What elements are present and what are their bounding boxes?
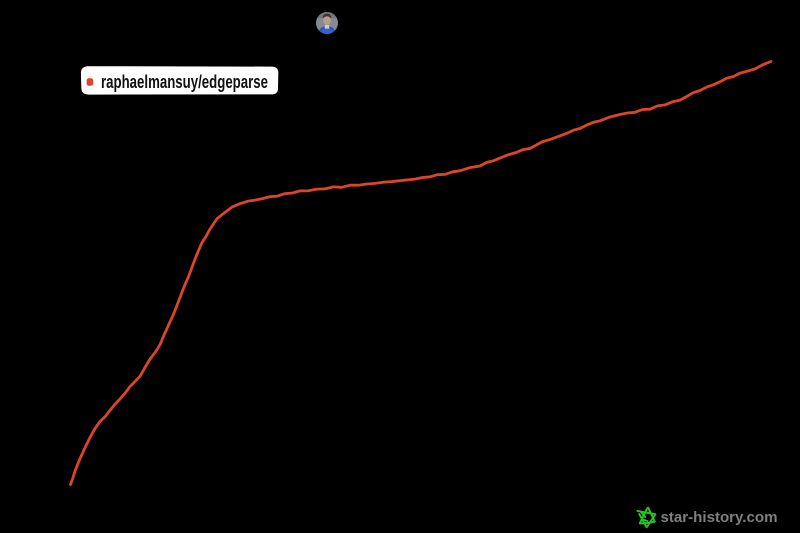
svg-text:raphaelmansuy/edgeparse: raphaelmansuy/edgeparse	[101, 72, 268, 92]
svg-text:star-history.com: star-history.com	[661, 510, 778, 526]
